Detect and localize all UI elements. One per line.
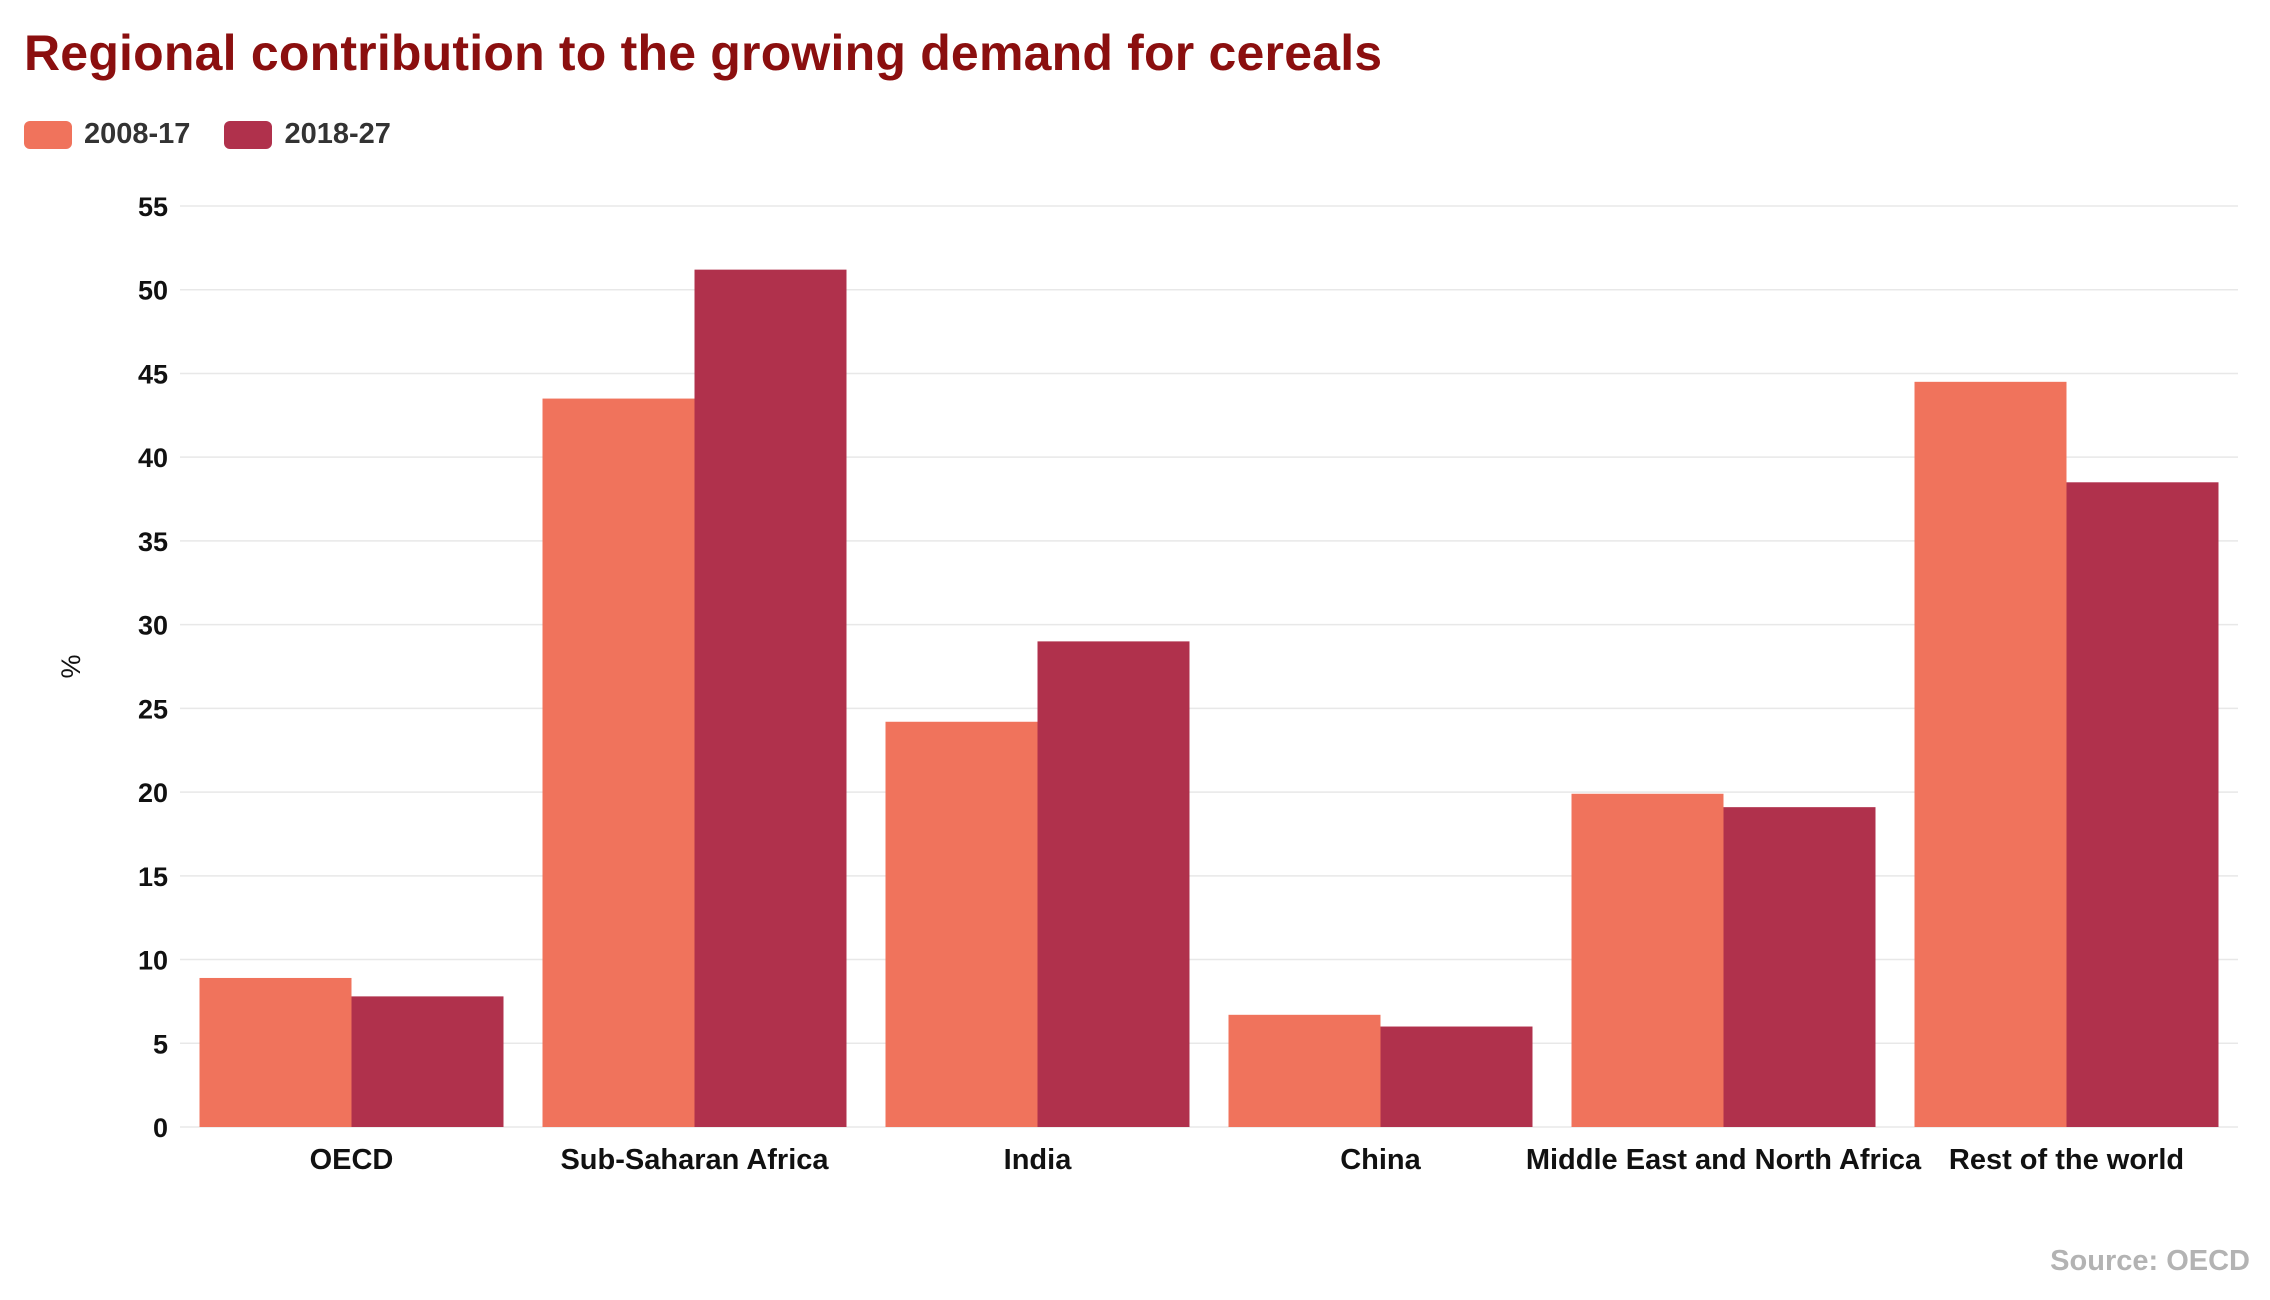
legend-item-2018-27[interactable]: 2018-27 bbox=[224, 118, 391, 151]
source-note: Source: OECD bbox=[2050, 1245, 2250, 1277]
bar-2018-27 bbox=[2066, 482, 2219, 1127]
y-tick-label: 25 bbox=[138, 694, 168, 724]
chart-title: Regional contribution to the growing dem… bbox=[24, 25, 1383, 81]
bar-2008-17 bbox=[1914, 381, 2067, 1127]
legend-label-2008-17: 2008-17 bbox=[84, 118, 191, 150]
y-tick-label: 40 bbox=[138, 443, 168, 473]
y-tick-label: 55 bbox=[138, 192, 168, 222]
x-tick-label: India bbox=[1004, 1144, 1073, 1176]
x-tick-label: Middle East and North Africa bbox=[1526, 1144, 1922, 1176]
bar-2008-17 bbox=[885, 721, 1038, 1127]
legend-label-2018-27: 2018-27 bbox=[284, 118, 391, 150]
y-tick-label: 30 bbox=[138, 611, 168, 641]
bar-2018-27 bbox=[351, 996, 504, 1127]
x-tick-label: China bbox=[1340, 1144, 1421, 1176]
bar-2008-17 bbox=[1228, 1014, 1381, 1127]
legend-swatch-2018-27 bbox=[224, 120, 273, 149]
y-tick-label: 20 bbox=[138, 778, 168, 808]
bar-2018-27 bbox=[1380, 1026, 1533, 1127]
legend-item-2008-17[interactable]: 2008-17 bbox=[24, 118, 190, 151]
bar-2008-17 bbox=[199, 977, 352, 1127]
y-tick-label: 45 bbox=[138, 359, 168, 389]
bar-2008-17 bbox=[542, 398, 695, 1127]
x-tick-label: Sub-Saharan Africa bbox=[560, 1144, 829, 1176]
y-tick-label: 50 bbox=[138, 276, 168, 306]
bar-2018-27 bbox=[1723, 807, 1876, 1127]
y-axis-label: % bbox=[56, 654, 86, 678]
x-tick-label: Rest of the world bbox=[1949, 1144, 2184, 1176]
y-tick-label: 5 bbox=[153, 1029, 168, 1059]
bar-2018-27 bbox=[1037, 641, 1190, 1127]
y-tick-label: 10 bbox=[138, 946, 168, 976]
y-tick-label: 15 bbox=[138, 862, 168, 892]
bar-2018-27 bbox=[694, 269, 847, 1128]
legend: 2008-17 2018-27 bbox=[24, 118, 425, 151]
x-tick-label: OECD bbox=[310, 1144, 394, 1176]
y-tick-label: 0 bbox=[153, 1113, 168, 1143]
legend-swatch-2008-17 bbox=[24, 120, 72, 149]
y-tick-label: 35 bbox=[138, 527, 168, 557]
bar-2008-17 bbox=[1571, 793, 1724, 1127]
